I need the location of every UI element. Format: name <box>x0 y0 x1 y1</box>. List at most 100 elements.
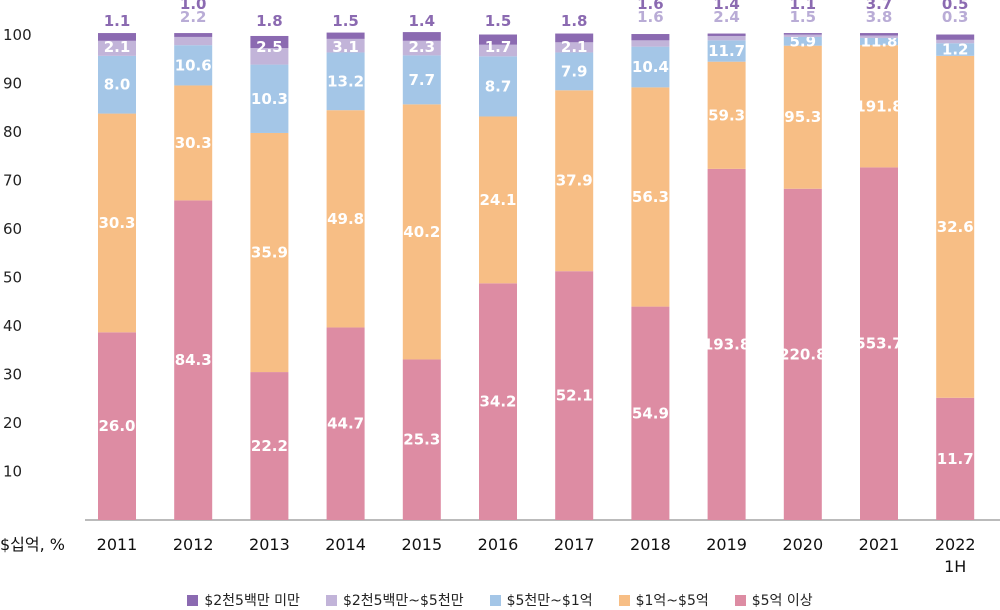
data-label: 30.3 <box>175 134 212 152</box>
data-label: 1.5 <box>332 12 359 30</box>
legend-label: $2천5백만 미만 <box>204 593 300 609</box>
data-label: 0.3 <box>942 8 969 26</box>
data-label: 3.8 <box>866 8 893 26</box>
bar-segment <box>326 110 365 328</box>
bar-segment <box>555 52 594 91</box>
x-tick-label: 2018 <box>630 535 671 554</box>
data-label: 8.0 <box>104 76 131 94</box>
legend-item: $1억~$5억 <box>618 590 709 610</box>
bar-segment <box>631 34 670 41</box>
bar-segment <box>707 40 746 62</box>
legend-swatch <box>734 594 746 606</box>
bar-segment <box>860 35 898 38</box>
data-label: 8.7 <box>485 77 512 95</box>
data-label: 2.1 <box>561 38 588 56</box>
bar-segment <box>860 33 898 36</box>
data-label: 11.7 <box>708 42 745 60</box>
bar-segment <box>326 327 365 520</box>
bar-segment <box>98 332 136 520</box>
data-label: 1.4 <box>409 12 436 30</box>
x-tick-label: 2021 <box>859 535 900 554</box>
data-label: 1.6 <box>637 8 664 26</box>
data-label: 3.1 <box>332 38 359 56</box>
bar-segment <box>555 271 594 520</box>
data-label: 52.1 <box>556 387 593 405</box>
data-label: 11.7 <box>937 450 974 468</box>
data-label: 59.3 <box>708 106 745 124</box>
bar-segment <box>631 40 670 47</box>
x-tick-label: 2019 <box>706 535 747 554</box>
bar-segment <box>174 36 213 46</box>
bar-segment <box>98 113 136 333</box>
y-tick-label: 100 <box>3 26 32 44</box>
x-tick-label: 1H <box>944 557 966 576</box>
bar-segment <box>783 36 822 46</box>
data-label: 10.3 <box>251 90 288 108</box>
legend-item: $2천5백만 미만 <box>187 590 300 610</box>
legend-label: $2천5백만~$5천만 <box>342 593 464 609</box>
data-label: 44.7 <box>327 415 364 433</box>
data-label: 56.3 <box>632 188 669 206</box>
legend-label: $5천만~$1억 <box>506 593 593 609</box>
data-label: 10.6 <box>175 56 212 74</box>
bar-segment <box>936 43 975 56</box>
data-label: 1.2 <box>942 41 969 59</box>
data-label: 22.2 <box>251 437 288 455</box>
bar-segment <box>783 34 822 37</box>
y-tick-label: 90 <box>3 75 22 93</box>
bar-segment <box>707 35 746 41</box>
unit-label: $십억, % <box>0 535 65 554</box>
bar-segment <box>479 44 517 57</box>
bar-segment <box>98 33 136 41</box>
data-label: 25.3 <box>403 431 440 449</box>
data-label: 220.8 <box>779 345 826 363</box>
y-tick-label: 40 <box>3 317 22 335</box>
data-label: 2.4 <box>713 8 740 26</box>
data-label: 193.8 <box>703 335 750 353</box>
bar-segment <box>707 61 746 169</box>
x-tick-label: 2011 <box>97 535 138 554</box>
data-label: 54.9 <box>632 404 669 422</box>
bar-segment <box>631 46 670 88</box>
data-label: 1.5 <box>790 8 817 26</box>
x-tick-label: 2020 <box>782 535 823 554</box>
bar-segment <box>402 359 441 520</box>
bar-segment <box>783 188 822 520</box>
data-label: 1.6 <box>637 0 664 13</box>
data-label: 32.6 <box>937 218 974 236</box>
bar-segment <box>250 35 289 49</box>
bar-segment <box>174 200 213 520</box>
data-label: 1.7 <box>485 38 512 56</box>
data-label: 1.4 <box>713 0 740 13</box>
data-label: 10.4 <box>632 58 669 76</box>
bar-segment <box>250 132 289 373</box>
bar-segment <box>936 39 975 44</box>
legend-label: $1억~$5억 <box>635 593 709 609</box>
bar-segment <box>479 283 517 520</box>
bar-segment <box>402 32 441 41</box>
data-label: 0.5 <box>942 0 969 13</box>
bar-segment <box>326 52 365 111</box>
x-tick-label: 2013 <box>249 535 290 554</box>
data-label: 49.8 <box>327 210 364 228</box>
y-tick-label: 70 <box>3 172 22 190</box>
bar-segment <box>250 372 289 520</box>
data-label: 1.1 <box>104 12 131 30</box>
bar-segment <box>326 32 365 39</box>
bar-segment <box>860 37 898 46</box>
bar-segment <box>555 42 594 53</box>
bar-segment <box>479 56 517 117</box>
x-tick-label: 2014 <box>325 535 366 554</box>
data-label: 35.9 <box>251 244 288 262</box>
data-label: 7.7 <box>409 71 436 89</box>
bar-segment <box>707 33 746 36</box>
y-tick-label: 80 <box>3 123 22 141</box>
legend: $2천5백만 미만 $2천5백만~$5천만 $5천만~$1억 $1억~$5억 $5억 이… <box>0 590 1000 610</box>
data-label: 1.8 <box>256 12 283 30</box>
x-tick-label: 2012 <box>173 535 214 554</box>
data-label: 2.2 <box>180 8 207 26</box>
data-label: 24.1 <box>479 191 516 209</box>
data-label: 2.3 <box>409 38 436 56</box>
bar-segment <box>555 90 594 272</box>
bar-segment <box>402 104 441 360</box>
